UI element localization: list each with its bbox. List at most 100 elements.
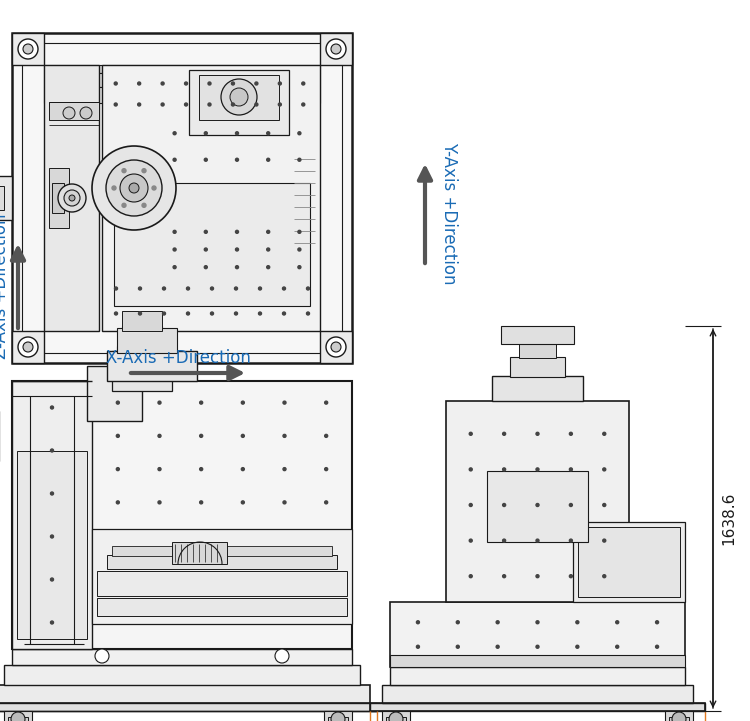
Circle shape (173, 132, 176, 135)
Circle shape (307, 312, 310, 315)
Circle shape (569, 503, 572, 506)
Circle shape (283, 401, 286, 404)
Circle shape (603, 468, 606, 471)
Circle shape (232, 82, 235, 85)
Circle shape (18, 39, 38, 59)
Circle shape (298, 265, 301, 269)
Circle shape (211, 287, 214, 290)
Circle shape (267, 132, 270, 135)
Bar (22, 43, 342, 353)
Circle shape (63, 107, 75, 119)
Circle shape (503, 539, 506, 542)
Circle shape (456, 621, 459, 624)
Bar (386, 717, 406, 721)
Circle shape (92, 146, 176, 230)
Circle shape (200, 434, 202, 438)
Circle shape (576, 645, 579, 648)
Circle shape (211, 312, 214, 315)
Circle shape (230, 88, 248, 106)
Circle shape (173, 248, 176, 251)
Bar (573, 521, 685, 602)
Bar (44, 65, 99, 331)
Circle shape (139, 312, 142, 315)
Circle shape (470, 503, 472, 506)
Circle shape (173, 158, 176, 162)
Circle shape (236, 132, 238, 135)
Circle shape (242, 501, 244, 504)
Bar (328, 717, 348, 721)
Circle shape (142, 169, 146, 172)
Circle shape (120, 174, 148, 202)
Circle shape (236, 265, 238, 269)
Bar (102, 65, 320, 331)
Circle shape (536, 433, 539, 435)
Bar (87, 366, 142, 421)
Bar (501, 326, 574, 344)
Circle shape (69, 195, 75, 201)
Circle shape (58, 184, 86, 212)
Bar (12, 381, 352, 649)
Bar (4, 711, 32, 721)
Circle shape (208, 82, 211, 85)
Bar (97, 571, 347, 596)
Circle shape (122, 203, 126, 208)
Circle shape (50, 492, 53, 495)
Bar (8, 717, 28, 721)
Circle shape (278, 103, 281, 106)
Bar (17, 451, 87, 639)
Circle shape (283, 434, 286, 438)
Circle shape (536, 539, 539, 542)
Circle shape (80, 107, 92, 119)
Circle shape (116, 401, 119, 404)
Circle shape (278, 82, 281, 85)
Bar (510, 357, 565, 377)
Circle shape (204, 265, 207, 269)
Bar (44, 73, 320, 87)
Circle shape (656, 621, 658, 624)
Bar (0, 176, 12, 220)
Circle shape (152, 186, 156, 190)
Circle shape (298, 158, 301, 162)
Circle shape (114, 82, 117, 85)
Circle shape (603, 539, 606, 542)
Circle shape (616, 621, 619, 624)
Bar (97, 598, 347, 616)
Circle shape (267, 230, 270, 234)
Bar (117, 328, 177, 353)
Circle shape (116, 468, 119, 471)
Bar (320, 33, 352, 65)
Circle shape (416, 645, 419, 648)
Circle shape (331, 44, 341, 54)
Circle shape (200, 468, 202, 471)
Circle shape (161, 103, 164, 106)
Circle shape (325, 468, 328, 471)
Bar (122, 311, 162, 331)
Circle shape (283, 501, 286, 504)
Bar (92, 529, 352, 624)
Bar (446, 401, 629, 602)
Bar (172, 542, 227, 564)
Circle shape (116, 434, 119, 438)
Circle shape (326, 337, 346, 357)
Circle shape (142, 203, 146, 208)
Circle shape (221, 79, 257, 115)
Circle shape (106, 160, 162, 216)
Circle shape (569, 539, 572, 542)
Circle shape (242, 468, 244, 471)
Bar (0, 186, 4, 210)
Circle shape (235, 287, 238, 290)
Circle shape (331, 342, 341, 352)
Circle shape (18, 337, 38, 357)
Bar (390, 667, 685, 685)
Bar (199, 75, 279, 120)
Circle shape (416, 621, 419, 624)
Circle shape (200, 501, 202, 504)
Circle shape (603, 575, 606, 578)
Circle shape (116, 501, 119, 504)
Bar (12, 331, 44, 363)
Circle shape (138, 103, 141, 106)
Circle shape (184, 103, 188, 106)
Circle shape (326, 39, 346, 59)
Bar (107, 351, 197, 381)
Circle shape (672, 712, 686, 721)
